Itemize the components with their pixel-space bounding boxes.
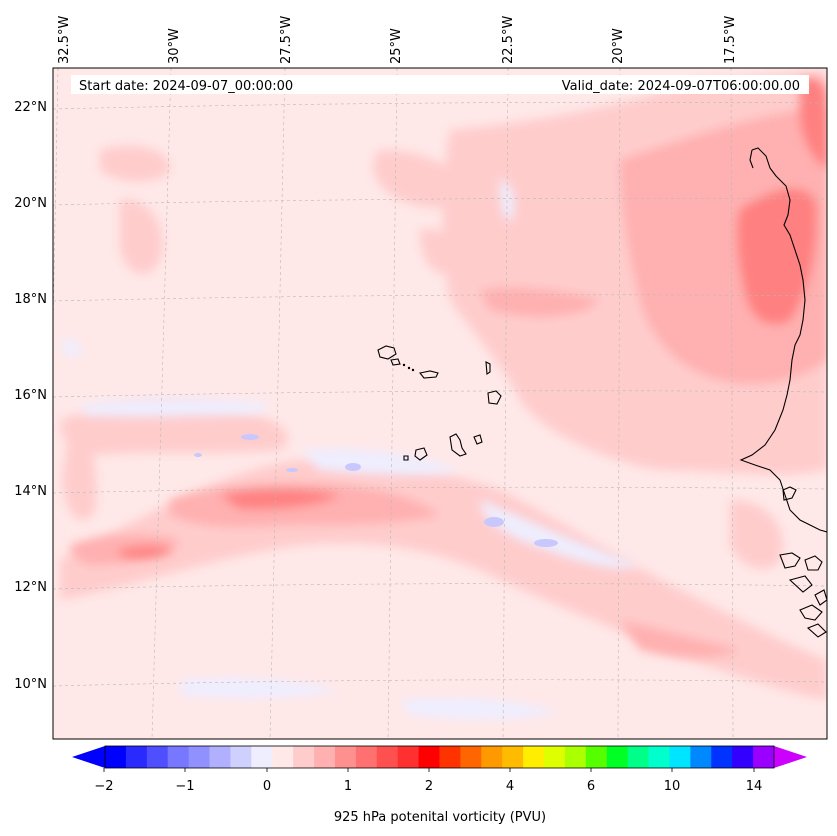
lon-labels: 32.5°W 30°W 27.5°W 25°W 22.5°W 20°W 17.5… <box>57 16 738 64</box>
colorbar-tick-label: 6 <box>587 779 595 794</box>
colorbar-cell <box>272 746 294 768</box>
lat-label: 10°N <box>14 677 47 692</box>
lat-label: 22°N <box>14 100 47 115</box>
colorbar-cell <box>460 746 482 768</box>
colorbar-cell <box>209 746 231 768</box>
island-sao-vicente <box>390 358 401 366</box>
colorbar-tick-label: 10 <box>664 779 681 794</box>
lat-label: 12°N <box>14 580 47 595</box>
island-dots <box>402 363 415 372</box>
colorbar-cell <box>627 746 649 768</box>
colorbar-cell <box>397 746 419 768</box>
island-santo-antao <box>377 345 397 360</box>
colorbar-cell <box>334 746 357 768</box>
colorbar-cell <box>648 746 670 768</box>
header-box <box>71 75 809 94</box>
colorbar-cell <box>732 746 754 768</box>
lat-label: 20°N <box>14 196 47 211</box>
colorbar-cell <box>376 746 399 768</box>
map-panel: Start date: 2024-09-07_00:00:00 Valid_da… <box>52 67 828 740</box>
colorbar-cell <box>669 746 691 768</box>
valid-date-label: Valid_date: 2024-09-07T06:00:00.00 <box>562 79 800 94</box>
lat-label: 18°N <box>14 292 47 307</box>
colorbar: −2 −1 0 1 2 4 6 10 14 925 hPa potenital vorticit… <box>72 745 807 825</box>
colorbar-cell <box>439 746 461 768</box>
lon-label: 32.5°W <box>57 16 72 64</box>
island-santiago <box>449 433 467 457</box>
colorbar-cell <box>355 746 378 768</box>
colorbar-tick-label: 4 <box>506 779 514 794</box>
lon-label: 20°W <box>611 28 626 64</box>
colorbar-cell <box>753 746 775 768</box>
colorbar-cell <box>188 746 210 768</box>
colorbar-ticks: −2 −1 0 1 2 4 6 10 14 <box>94 768 762 794</box>
pv-level-negative-medium <box>194 434 558 547</box>
pv-level-strong <box>120 78 827 558</box>
colorbar-cell <box>690 746 712 768</box>
colorbar-cell <box>251 746 273 768</box>
colorbar-tick-label: −1 <box>175 779 194 794</box>
colorbar-cells <box>105 746 775 768</box>
island-sal <box>485 361 491 375</box>
lon-label: 30°W <box>167 28 182 64</box>
colorbar-cell <box>105 746 127 768</box>
colorbar-cell <box>523 746 545 768</box>
colorbar-frame <box>104 745 775 769</box>
colorbar-cell <box>481 746 503 768</box>
colorbar-cell <box>711 746 733 768</box>
colorbar-cell <box>544 746 566 768</box>
colorbar-cell <box>125 746 148 768</box>
colorbar-cell <box>606 746 629 768</box>
colorbar-cell <box>146 746 169 768</box>
colorbar-tick-label: 1 <box>344 779 352 794</box>
pv-field <box>60 70 827 720</box>
lat-labels: 22°N 20°N 18°N 16°N 14°N 12°N 10°N <box>14 100 47 692</box>
coastlines <box>377 147 827 638</box>
island-brava <box>403 455 409 461</box>
lon-label: 27.5°W <box>279 16 294 64</box>
colorbar-tick-label: 14 <box>746 779 763 794</box>
colorbar-under-arrow <box>72 746 105 768</box>
colorbar-tick-label: −2 <box>94 779 113 794</box>
colorbar-cell <box>564 746 587 768</box>
colorbar-cell <box>167 746 190 768</box>
lon-label: 22.5°W <box>501 16 516 64</box>
colorbar-cell <box>418 746 440 768</box>
colorbar-cell <box>230 746 252 768</box>
lon-label: 25°W <box>389 28 404 64</box>
colorbar-tick-label: 0 <box>263 779 271 794</box>
colorbar-tick-label: 2 <box>425 779 433 794</box>
start-date-label: Start date: 2024-09-07_00:00:00 <box>79 79 293 94</box>
colorbar-over-arrow <box>774 746 807 768</box>
lat-label: 14°N <box>14 484 47 499</box>
island-sao-nicolau <box>419 370 439 379</box>
colorbar-label: 925 hPa potenital vorticity (PVU) <box>334 810 546 825</box>
island-fogo <box>414 447 428 461</box>
colorbar-cell <box>585 746 608 768</box>
colorbar-cell <box>314 746 336 768</box>
map-frame <box>52 67 828 740</box>
lon-label: 17.5°W <box>723 16 738 64</box>
colorbar-cell <box>293 746 315 768</box>
graticule <box>53 68 827 739</box>
colorbar-cell <box>502 746 524 768</box>
lat-label: 16°N <box>14 388 47 403</box>
island-boa-vista <box>487 390 502 405</box>
island-maio <box>473 434 483 445</box>
